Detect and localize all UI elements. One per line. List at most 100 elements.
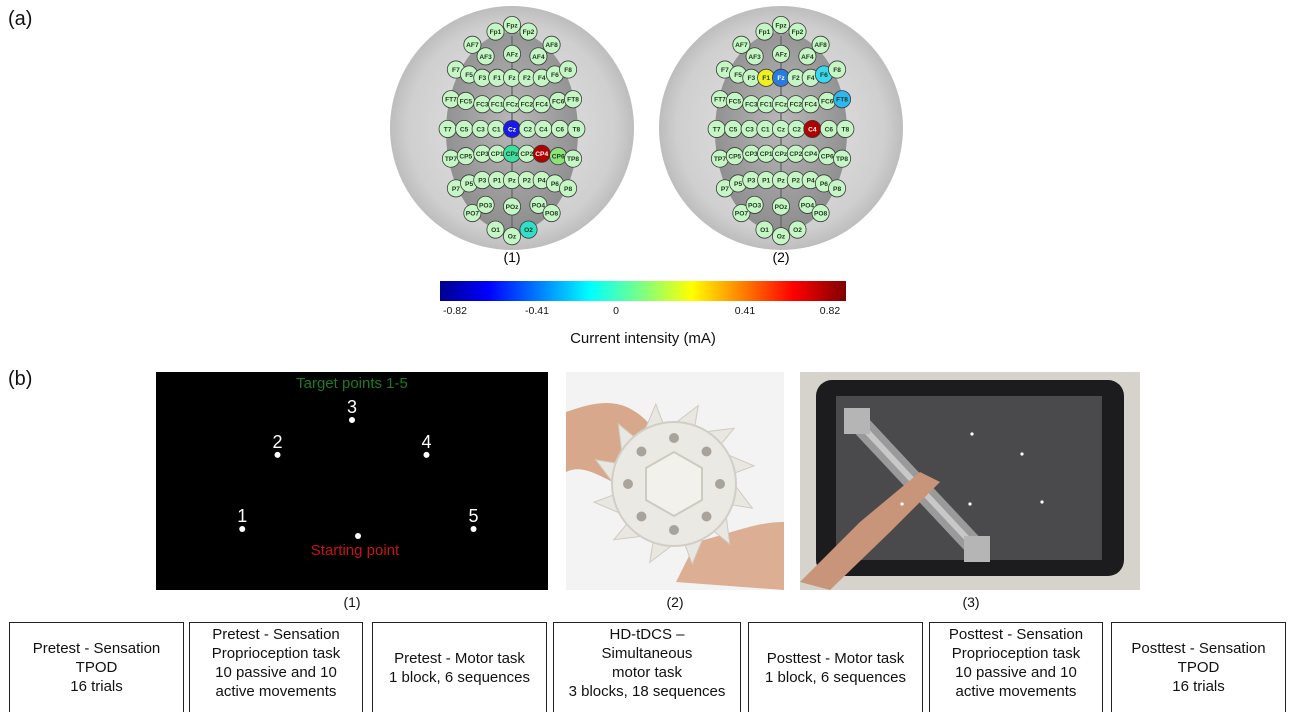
gear-illustration: [592, 402, 756, 566]
m1-electrode-cp5: CP5: [456, 147, 475, 166]
m2-electrode-label: T7: [713, 126, 721, 133]
m2-electrode-fc6: FC6: [818, 91, 837, 110]
protocol-step-line: Pretest - Motor task: [394, 649, 525, 667]
m1-electrode-label: P1: [493, 178, 501, 185]
m1-electrode-tp7: TP7: [441, 149, 460, 168]
protocol-step-line: TPOD: [1177, 659, 1220, 676]
target-point-label: 1: [237, 506, 247, 526]
m1-electrode-po4: PO4: [529, 195, 548, 214]
colorbar-tick-label: 0.82: [820, 305, 841, 317]
protocol-step-line: Posttest - Sensation: [948, 626, 1084, 643]
m1-electrode-label: P3: [478, 178, 486, 185]
m1-electrode-c5: C5: [455, 119, 474, 138]
m1-electrode-label: CP6: [552, 154, 565, 161]
protocol-step-line: 16 trials: [1172, 678, 1225, 695]
m1-electrode-label: CP4: [535, 151, 548, 158]
m1-electrode-label: C2: [523, 126, 532, 133]
m1-electrode-label: POz: [506, 204, 520, 211]
m2-electrode-cp1: CP1: [757, 144, 776, 163]
protocol-step-line: active movements: [955, 683, 1077, 700]
m2-electrode-label: FT7: [714, 97, 726, 104]
m1-electrode-label: Pz: [508, 178, 516, 185]
m1-electrode-af4: AF4: [529, 47, 548, 66]
robotic-arm-illustration: [800, 408, 990, 590]
m1-electrode-c2: C2: [518, 119, 537, 138]
target-point-label: 2: [273, 432, 283, 452]
m2-electrode-oz: Oz: [772, 227, 791, 246]
target-point-5: 5: [469, 506, 479, 532]
protocol-step-5: Posttest - Motor task 1 block, 6 sequence…: [748, 622, 923, 712]
m1-electrode-o1: O1: [486, 220, 505, 239]
m1-electrode-label: FC1: [491, 102, 504, 109]
colorbar-tick-label: -0.41: [525, 305, 549, 317]
m2-electrode-label: FC2: [790, 102, 803, 109]
m1-electrode-c1: C1: [487, 119, 506, 138]
protocol-step-line: TPOD: [75, 659, 118, 676]
m1-electrode-label: Oz: [508, 234, 517, 241]
m2-electrode-c2: C2: [787, 119, 806, 138]
photo-3-label: (3): [962, 594, 980, 610]
m2-electrode-label: CP4: [804, 151, 817, 158]
m1-electrode-label: F6: [551, 72, 559, 79]
m1-electrode-af7: AF7: [463, 35, 482, 54]
m1-electrode-label: FT8: [567, 97, 579, 104]
m1-electrode-label: CP1: [491, 151, 504, 158]
m2-electrode-fp2: Fp2: [788, 22, 807, 41]
m2-electrode-o2: O2: [788, 220, 807, 239]
m1-electrode-label: AF4: [532, 54, 545, 61]
m2-electrode-label: FC4: [804, 102, 817, 109]
m2-electrode-ft8: FT8: [833, 90, 852, 109]
m1-electrode-label: FC5: [460, 98, 473, 105]
m1-electrode-po7: PO7: [463, 204, 482, 223]
m2-electrode-label: CP5: [728, 154, 741, 161]
m1-electrode-label: T7: [444, 126, 452, 133]
panel-b-label: (b): [8, 368, 33, 390]
colorbar-tick-label: -0.82: [443, 305, 467, 317]
m2-electrode-tp7: TP7: [710, 149, 729, 168]
m2-electrode-label: C2: [792, 126, 801, 133]
protocol-step-line: 10 passive and 10: [215, 664, 337, 681]
target-point-label: 4: [421, 432, 431, 452]
target-point-3: 3: [347, 397, 357, 423]
m2-electrode-label: F1: [762, 75, 770, 82]
m2-electrode-label: T8: [841, 126, 849, 133]
target-points: 1 2 3 4 5: [237, 397, 479, 532]
m2-electrode-ft7: FT7: [710, 90, 729, 109]
m2-electrode-label: CP6: [821, 154, 834, 161]
m1-electrode-label: CP2: [520, 151, 533, 158]
m2-electrode-tp8: TP8: [833, 149, 852, 168]
hand-right-illustration: [676, 522, 784, 590]
m1-electrode-label: T8: [572, 126, 580, 133]
protocol-step-3: Pretest - Motor task 1 block, 6 sequences: [372, 622, 547, 712]
m1-electrode-label: F2: [523, 75, 531, 82]
m1-electrode-o2: O2: [519, 220, 538, 239]
m2-electrode-label: AF4: [801, 54, 814, 61]
m1-electrode-c4: C4: [534, 119, 553, 138]
protocol-step-line: 1 block, 6 sequences: [765, 668, 906, 686]
m2-electrode-f8: F8: [828, 60, 847, 79]
m2-electrode-label: F4: [807, 75, 815, 82]
m1-electrode-label: Fp1: [490, 29, 502, 36]
protocol-step-line: HD-tDCS –: [609, 626, 685, 643]
m1-electrode-label: PO4: [532, 202, 546, 209]
m2-electrode-label: O2: [793, 227, 802, 234]
m2-electrode-label: TP8: [836, 156, 848, 163]
m1-electrode-fpz: Fpz: [502, 15, 521, 35]
m2-electrode-label: FCz: [775, 102, 788, 109]
m2-electrode-label: P2: [792, 178, 800, 185]
m1-electrode-c6: C6: [550, 119, 569, 138]
m2-electrode-cp6: CP6: [818, 147, 837, 166]
panel-a-label: (a): [8, 8, 33, 30]
m1-electrode-f2: F2: [517, 68, 536, 87]
target-point-2: 2: [273, 432, 283, 458]
gear-device-photo: [566, 372, 784, 590]
protocol-step-4: HD-tDCS – Simultaneous motor task 3 blocks,…: [553, 622, 741, 712]
protocol-step-line: motor task: [611, 664, 683, 681]
m1-electrode-label: PO7: [466, 211, 480, 218]
protocol-steps: Pretest - Sensation TPOD 16 trials Pretest …: [0, 622, 1293, 712]
colorbar-title: Current intensity (mA): [570, 330, 716, 347]
m1-electrode-label: CPz: [506, 151, 519, 158]
m2-electrode-cz: Cz: [772, 119, 791, 138]
m2-electrode-fc5: FC5: [725, 91, 744, 110]
target-points-title: Target points 1-5: [296, 375, 408, 392]
